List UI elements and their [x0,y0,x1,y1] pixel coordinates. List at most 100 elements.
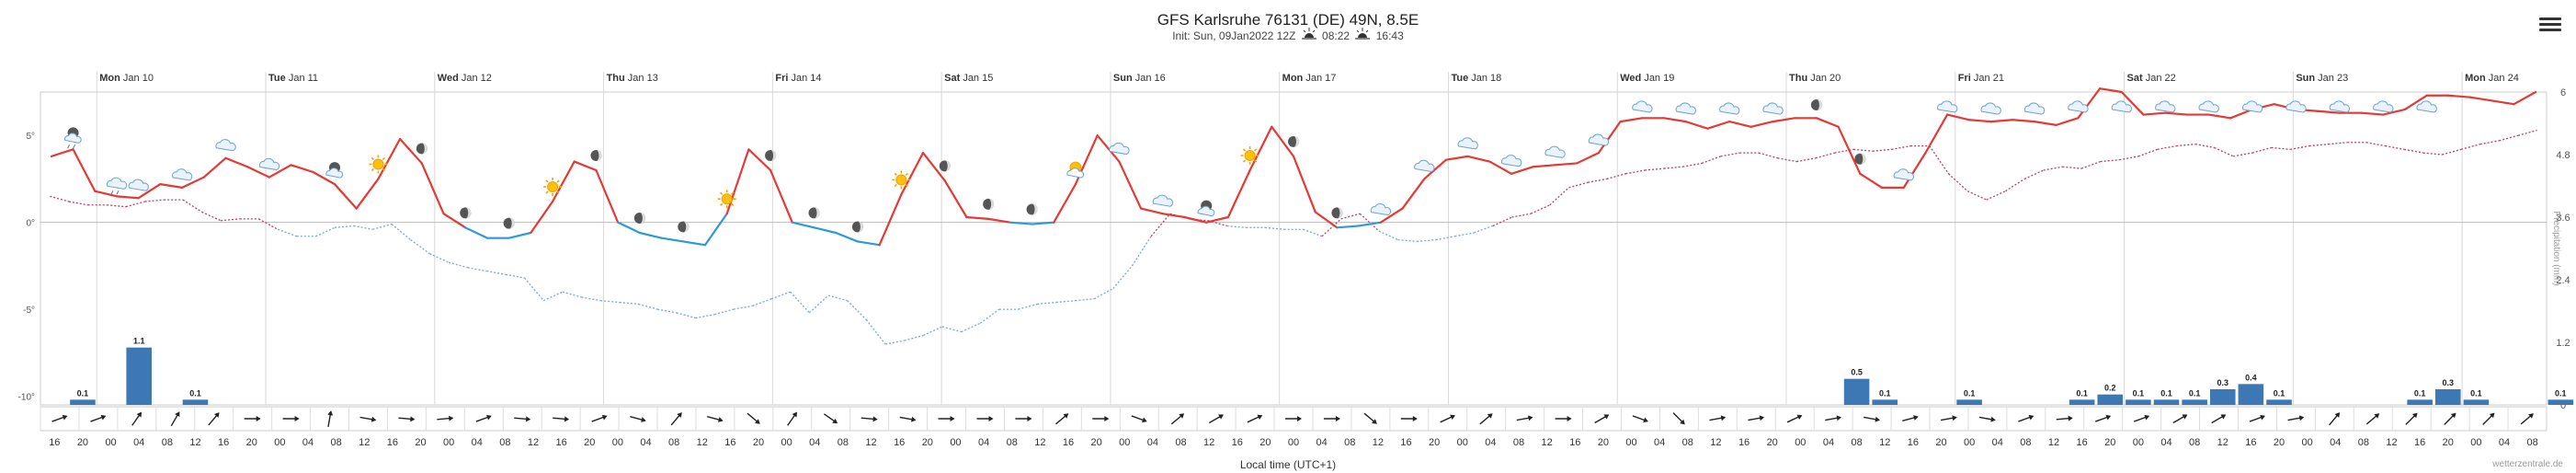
wind-arrow [1092,416,1110,421]
temperature-segment [224,156,249,168]
moon-light [465,207,472,219]
dewpoint-segment [600,300,620,304]
dewpoint-segment [2005,178,2025,192]
sun-cloud-icon [1066,161,1085,179]
cloud-icon [2373,100,2394,113]
hour-tick: 16 [1063,437,1074,448]
temperature-segment [1859,172,1884,189]
cloud-icon [1980,102,2001,115]
temperature-segment [769,168,793,224]
day-date: Jan 14 [791,73,821,84]
precip-bar [2266,399,2292,405]
hour-tick: 04 [472,437,483,448]
wind-arrow [1555,416,1572,421]
wind-arrow-head [641,417,646,422]
wind-arrow-head [1335,416,1340,421]
chart-menu-button[interactable] [2539,15,2561,35]
cloud-shape [1370,203,1392,216]
temperature-segment [1292,155,1316,213]
wind-arrow-head [294,416,300,421]
sun-ray [1253,148,1258,152]
temperature-segment [2142,111,2167,116]
cloud-shape [1762,102,1784,115]
cloud-shape [2285,100,2307,113]
temperature-segment [72,148,97,192]
wind-arrow-head [1990,416,1996,422]
cloud-shape [1501,155,1522,167]
moon-light [770,150,777,161]
hour-tick: 04 [1316,437,1328,448]
temperature-segment [1750,121,1774,128]
wind-arrow [2329,412,2341,426]
day-weekday: Wed [438,73,462,84]
hour-tick: 16 [2245,437,2256,448]
hour-tick: 16 [1738,437,1750,448]
temperature-segment [137,183,162,200]
temperature-segment [1510,166,1534,175]
wind-arrow-head [370,416,377,422]
temperature-segment [333,183,358,210]
day-label-6: Sun Jan 16 [1113,73,1166,84]
night-partly-icon [1197,200,1215,217]
dewpoint-segment [884,340,905,345]
hour-tick: 20 [77,437,88,448]
hour-tick: 20 [1767,437,1778,448]
wind-arrow [131,411,142,426]
moon-icon [503,217,515,229]
cloud-icon [1588,133,1610,146]
wind-arrow [670,412,682,426]
dewpoint-segment [581,296,601,302]
moon-icon [1810,99,1822,110]
credit-link[interactable]: wetterzentrale.de [2492,459,2563,469]
precip-bar [2407,399,2433,405]
wind-arrow [398,416,416,422]
dewpoint-segment [2385,144,2405,150]
rain-drop [116,190,120,195]
wind-arrow [1864,416,1880,422]
cloud-shape [1066,167,1085,179]
day-label-11: Fri Jan 21 [1958,73,2004,84]
dewpoint-segment [505,273,525,279]
temperature-segment [1488,160,1513,175]
wind-arrow-head [832,418,838,424]
cloud-icon [1152,194,1174,207]
precip-label: 0.1 [77,388,89,398]
wind-arrow [51,414,68,422]
cloud-icon [2416,100,2437,113]
night-rain-icon [63,127,82,149]
temperature-segment [115,195,140,200]
sun-ray [731,191,735,195]
day-date: Jan 22 [2146,73,2176,84]
day-label-14: Mon Jan 24 [2465,73,2519,84]
temperature-segment [2077,87,2102,120]
moon-light [1032,203,1038,215]
hour-tick: 08 [838,437,849,448]
dewpoint-segment [1359,213,1380,232]
y-right-tick: 0 [2560,400,2566,411]
wind-arrow-head [677,412,682,418]
precip-bar [2209,389,2236,405]
wind-arrow-head [1952,415,1957,421]
precip-label: 0.1 [2189,388,2201,398]
hour-tick: 20 [2104,437,2115,448]
dewpoint-segment [1815,152,1835,159]
dewpoint-segment [1417,238,1436,243]
hour-tick: 08 [2020,437,2031,448]
hour-tick: 08 [1344,437,1355,448]
wind-arrow-head [175,411,180,418]
precip-label: 0.1 [2470,388,2482,398]
y-right-tick: 2.4 [2556,275,2570,286]
temperature-segment [2403,94,2428,110]
sun-disc [721,193,733,205]
dewpoint-segment [1321,218,1342,237]
dewpoint-segment [2442,148,2462,156]
temperature-segment [2033,121,2057,126]
wind-arrow [2056,415,2073,421]
cloud-shape [2068,100,2089,113]
dewpoint-segment [1872,148,1892,152]
moon-icon [1026,203,1038,215]
wind-arrow-head [1528,415,1533,421]
dewpoint-segment [827,294,848,302]
dewpoint-segment [1644,167,1664,171]
